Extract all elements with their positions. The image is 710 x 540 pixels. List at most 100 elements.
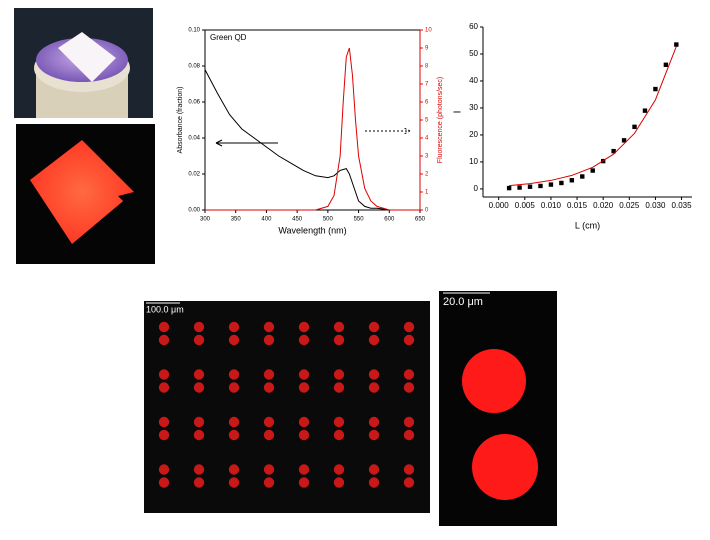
dot — [158, 477, 170, 488]
photo-glowing-film — [16, 124, 155, 264]
y-tick-label: 10 — [469, 157, 478, 166]
dot — [298, 464, 310, 475]
dot — [333, 334, 345, 346]
x-tick-label: 0.010 — [541, 201, 562, 210]
x-tick-label: 650 — [415, 217, 426, 223]
dot — [403, 334, 415, 346]
dot — [368, 321, 380, 333]
dot — [368, 334, 380, 346]
point — [653, 86, 658, 92]
dot — [333, 477, 345, 488]
dot — [158, 382, 170, 393]
dot — [403, 369, 415, 380]
arrow-right — [365, 127, 411, 135]
dot — [368, 369, 380, 380]
y2-tick-label: 10 — [425, 28, 432, 34]
point — [590, 168, 595, 173]
dot — [333, 416, 345, 428]
point — [642, 108, 648, 113]
point — [580, 174, 585, 179]
dot — [193, 321, 205, 333]
x-tick-label: 0.035 — [672, 201, 693, 210]
y-tick-label: 0.04 — [188, 136, 200, 142]
dot — [298, 477, 310, 488]
dot — [298, 429, 310, 441]
dot — [263, 382, 275, 393]
dot — [368, 382, 380, 393]
y2-tick-label: 1 — [425, 190, 429, 196]
data-line — [204, 69, 420, 211]
y-tick-label: 0.10 — [188, 28, 200, 34]
dot — [158, 416, 170, 428]
dot — [158, 369, 170, 380]
point — [632, 124, 637, 130]
y2-tick-label: 4 — [425, 136, 429, 142]
y2-tick-label: 9 — [425, 46, 429, 52]
dot — [228, 321, 240, 333]
fit-line — [509, 46, 677, 187]
dot — [193, 429, 205, 441]
y-tick-label: 50 — [469, 49, 478, 58]
dot — [193, 369, 205, 380]
dot — [403, 477, 415, 488]
dot — [263, 429, 275, 441]
dot — [333, 369, 345, 380]
y-tick-label: 40 — [469, 76, 478, 85]
y-tick-label: 60 — [469, 22, 478, 31]
dot — [403, 464, 415, 475]
y2-tick-label: 5 — [425, 118, 429, 124]
y-tick-label: 0 — [474, 184, 479, 193]
intensity-chart: 0.000 0.005 0.010 0.015 0.020 0.025 0.030 0.035… — [453, 22, 692, 230]
dot — [193, 334, 205, 346]
x-tick-label: 0.015 — [567, 201, 588, 210]
point — [611, 148, 616, 154]
dot — [333, 382, 345, 393]
dot — [298, 416, 310, 428]
dot — [228, 477, 240, 488]
x-axis-label: L (cm) — [575, 220, 600, 230]
dot — [368, 429, 380, 441]
point — [506, 185, 512, 191]
dot — [263, 369, 275, 380]
dot — [403, 429, 415, 441]
dot — [298, 334, 310, 346]
data-line — [205, 47, 420, 211]
y-tick-label: 0.08 — [188, 64, 200, 70]
dot — [298, 382, 310, 393]
y-tick-label: 30 — [469, 103, 478, 112]
photo-vial — [14, 8, 153, 118]
y2-tick-label: 2 — [425, 172, 429, 178]
dot — [368, 416, 380, 428]
y-tick-label: 0.00 — [188, 208, 200, 214]
dot — [403, 416, 415, 428]
dot — [193, 464, 205, 475]
x-tick-label: 0.000 — [489, 201, 510, 210]
dot — [193, 416, 205, 428]
dot — [333, 464, 345, 475]
y2-axis-label: Fluorescence (photons/sec) — [437, 77, 444, 163]
x-tick-label: 600 — [384, 217, 395, 223]
x-tick-label: 400 — [261, 217, 272, 223]
dot — [158, 321, 170, 333]
dot — [368, 477, 380, 488]
x-tick-label: 300 — [200, 217, 211, 223]
x-tick-label: 0.005 — [515, 201, 536, 210]
dot — [193, 477, 205, 488]
y-tick-label: 0.06 — [188, 100, 200, 106]
y-axis-label: I — [453, 111, 464, 114]
dot — [228, 369, 240, 380]
x-tick-label: 0.030 — [645, 201, 666, 210]
dot — [158, 429, 170, 441]
dot — [368, 464, 380, 475]
dot — [158, 464, 170, 475]
dot — [228, 382, 240, 393]
dot — [158, 334, 170, 346]
point — [559, 180, 564, 186]
point — [548, 182, 554, 187]
dot — [228, 429, 240, 441]
micrograph-zoom: 20.0 μm — [439, 291, 557, 526]
x-tick-label: 550 — [354, 217, 365, 223]
scale-label: 20.0 μm — [443, 296, 483, 308]
arrow-left — [215, 139, 278, 147]
